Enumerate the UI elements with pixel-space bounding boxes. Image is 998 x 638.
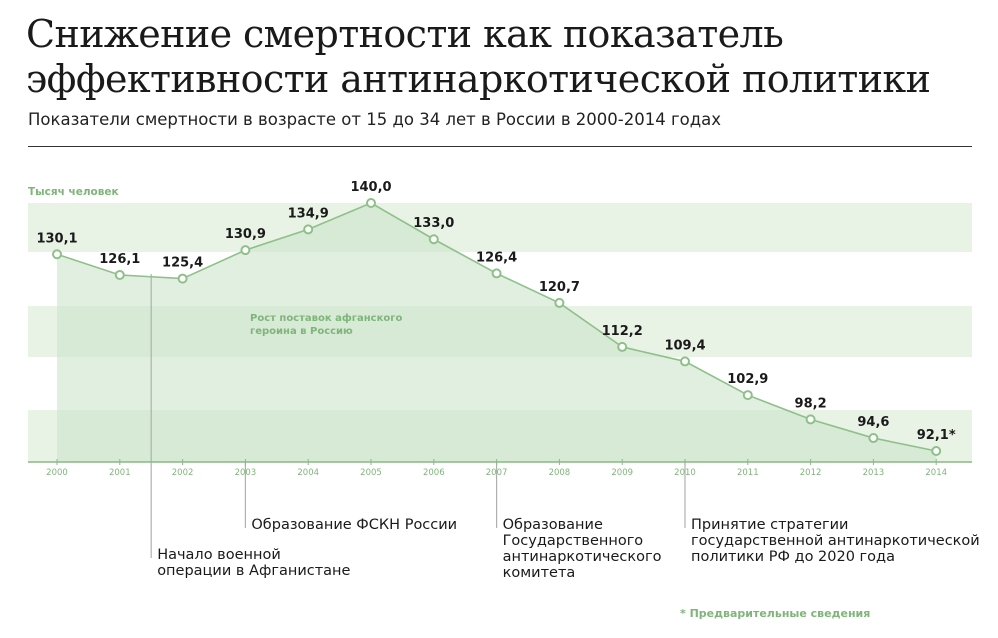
chart-subtitle: Показатели смертности в возрасте от 15 д… [28,110,722,129]
point-2012 [805,414,816,425]
value-label-2014: 92,1* [917,428,956,443]
point-2004 [303,224,314,235]
title-divider [28,146,972,147]
x-tick-label-2004: 2004 [297,468,319,478]
x-tick-label-2014: 2014 [925,468,947,478]
x-tick-label-2013: 2013 [863,468,885,478]
area-label: Рост поставок афганского героина в Россию [250,312,402,337]
annotation-0-line-0: Начало военной [157,547,281,563]
value-label-2012: 98,2 [795,396,827,411]
point-2008 [554,297,565,308]
value-label-2001: 126,1 [99,252,140,267]
point-2002 [177,273,188,284]
point-2003 [240,245,251,256]
point-2010 [680,356,690,367]
annotation-2-line-2: антинаркотического [503,549,662,565]
value-label-2008: 120,7 [539,280,580,295]
x-axis-ticks [56,459,937,465]
value-label-2002: 125,4 [162,256,203,271]
x-tick-label-2007: 2007 [486,468,508,478]
x-tick-label-2012: 2012 [800,468,822,478]
x-tick-label-2005: 2005 [360,468,382,478]
value-label-2011: 102,9 [727,372,768,387]
value-label-2003: 130,9 [225,227,266,242]
point-2013 [868,433,879,444]
point-2006 [428,234,439,245]
value-label-2013: 94,6 [857,415,889,430]
value-label-2006: 133,0 [413,216,454,231]
value-label-2005: 140,0 [350,180,391,195]
point-2007 [491,268,502,279]
annotation-2-line-1: Государственного [503,533,644,549]
value-label-2010: 109,4 [664,338,705,353]
x-tick-label-2010: 2010 [674,468,696,478]
annotation-0-line-1: операции в Афганистане [157,563,350,579]
x-tick-label-2002: 2002 [172,468,194,478]
chart-title-line1: Снижение смертности как показатель [26,12,784,56]
point-2005 [366,198,376,208]
annotation-3-line-2: политики РФ до 2020 года [691,549,895,565]
x-tick-label-2011: 2011 [737,468,759,478]
annotation-2-line-0: Образование [503,517,603,533]
x-tick-label-2008: 2008 [549,468,571,478]
x-tick-labels: 2000 2001 2002 2003 2004 2005 2006 2007 2008 2009… [46,468,947,478]
point-2000 [52,249,62,260]
value-label-2004: 134,9 [288,206,329,221]
value-label-2007: 126,4 [476,250,517,265]
point-2011 [742,390,753,401]
x-tick-label-2001: 2001 [109,468,131,478]
chart-title-line2: эффективности антинаркотической политики [26,57,931,101]
band-0 [28,203,972,252]
value-labels: 130,1 126,1 125,4 130,9 134,9 140,0 133,0 126,4… [36,180,955,443]
unit-label: Тысяч человек [28,186,119,198]
annotation-3-line-0: Принятие стратегии [691,517,848,533]
area-label-line-0: Рост поставок афганского [250,312,402,324]
x-tick-label-2000: 2000 [46,468,68,478]
annotation-lines [150,274,686,558]
footnote: * Предварительные сведения [680,607,870,620]
annotation-1-line-0: Образование ФСКН России [251,517,457,533]
point-2009 [617,341,628,352]
chart-title: Снижение смертности как показатель эффек… [26,12,986,102]
point-2001 [114,269,125,280]
x-tick-label-2003: 2003 [235,468,257,478]
data-points [52,198,942,456]
area-fill [57,203,937,462]
area-label-line-1: героина в Россию [250,326,353,337]
value-label-2000: 130,1 [36,231,77,246]
x-tick-label-2006: 2006 [423,468,445,478]
point-2014 [931,446,942,456]
x-tick-label-2009: 2009 [611,468,633,478]
value-label-2009: 112,2 [602,324,643,339]
annotation-2-line-3: комитета [503,565,576,581]
annotation-3-line-1: государственной антинаркотической [691,533,980,549]
